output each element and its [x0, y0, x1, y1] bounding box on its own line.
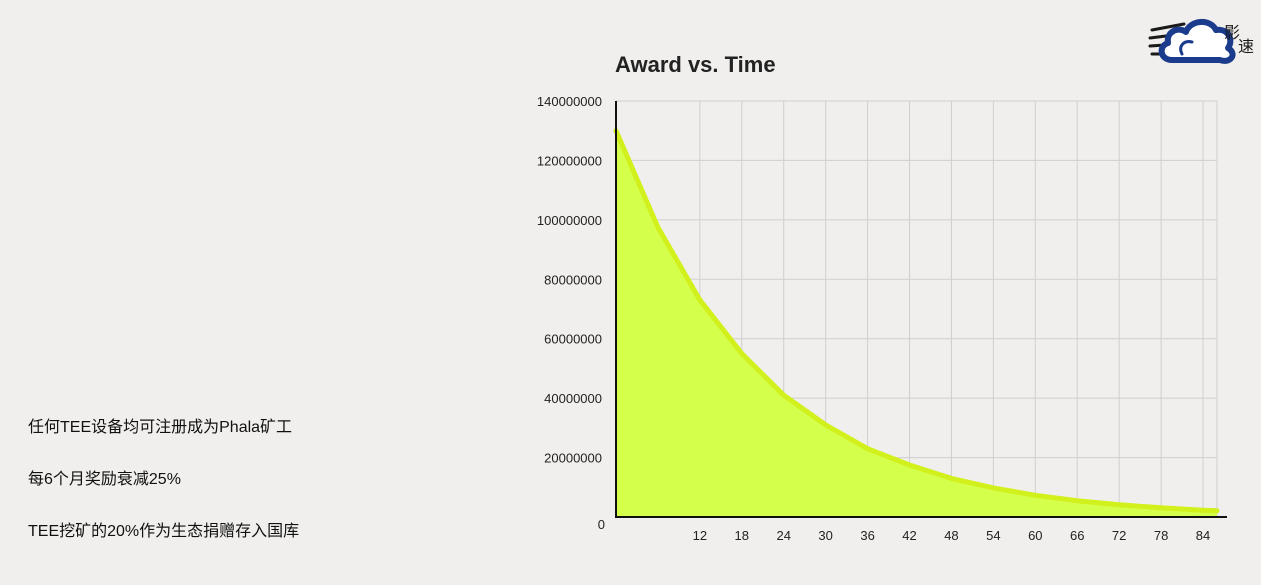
chart-title: Award vs. Time — [615, 52, 776, 77]
series-line — [613, 128, 1220, 514]
axes — [615, 101, 1227, 518]
y-tick-label: 140000000 — [537, 94, 602, 109]
series-fill — [616, 130, 1217, 517]
y-tick-label: 20000000 — [544, 451, 602, 466]
notes-list: 任何TEE设备均可注册成为Phala矿工 每6个月奖励衰减25% TEE挖矿的2… — [28, 418, 448, 574]
note-item: TEE挖矿的20%作为生态捐赠存入国库 — [28, 523, 300, 540]
y-tick-label: 120000000 — [537, 153, 602, 168]
note-item: 任何TEE设备均可注册成为Phala矿工 — [28, 419, 293, 436]
y-tick-label: 80000000 — [544, 272, 602, 287]
x-tick-label: 30 — [818, 528, 832, 543]
logo-text-2: 速 — [1238, 37, 1254, 56]
y-tick-label: 100000000 — [537, 213, 602, 228]
note-item: 每6个月奖励衰减25% — [28, 471, 181, 488]
y-tick-label: 0 — [598, 517, 605, 532]
x-tick-labels: 12 18 24 30 36 42 48 54 60 66 72 78 84 — [693, 528, 1211, 543]
chart-svg: Award vs. Time 12 18 24 30 36 42 48 54 60 66 72 78 8… — [537, 52, 1227, 543]
x-tick-label: 24 — [776, 528, 790, 543]
x-tick-label: 72 — [1112, 528, 1126, 543]
x-tick-label: 42 — [902, 528, 916, 543]
x-tick-label: 48 — [944, 528, 958, 543]
x-tick-label: 54 — [986, 528, 1000, 543]
y-tick-labels: 0 20000000 40000000 60000000 80000000 1000000… — [537, 94, 605, 532]
y-tick-label: 40000000 — [544, 391, 602, 406]
logo-text-1: 影 — [1224, 23, 1240, 42]
cloud-logo-icon: 影 速 — [1148, 19, 1254, 64]
x-tick-label: 66 — [1070, 528, 1084, 543]
x-tick-label: 60 — [1028, 528, 1042, 543]
x-tick-label: 36 — [860, 528, 874, 543]
x-tick-label: 78 — [1154, 528, 1168, 543]
brand-logo: 影 速 — [1148, 10, 1260, 66]
x-tick-label: 18 — [735, 528, 749, 543]
y-tick-label: 60000000 — [544, 332, 602, 347]
x-tick-label: 12 — [693, 528, 707, 543]
series-area — [613, 128, 1220, 517]
award-chart: Award vs. Time 12 18 24 30 36 42 48 54 60 66 72 78 8… — [520, 40, 1261, 585]
x-tick-label: 84 — [1196, 528, 1210, 543]
